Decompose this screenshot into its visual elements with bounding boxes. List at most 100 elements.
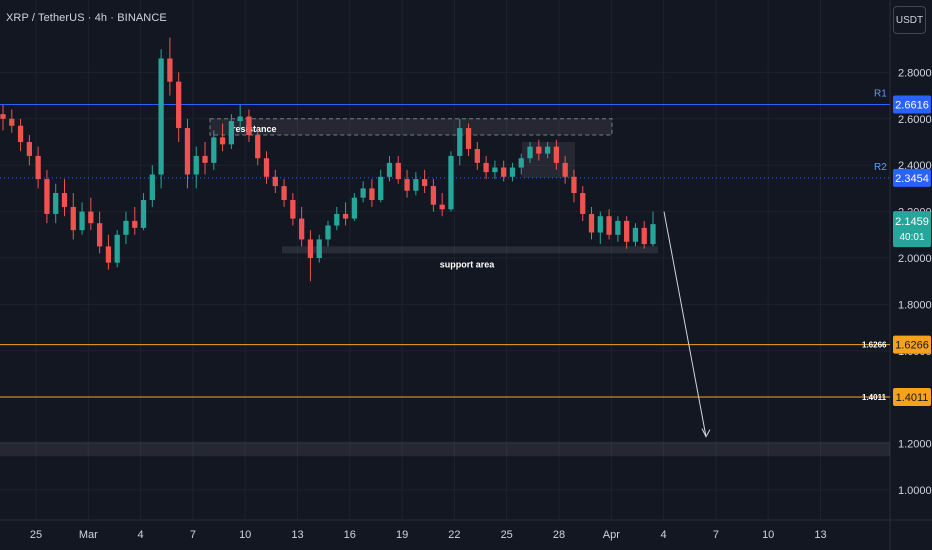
candle-body[interactable] (351, 197, 357, 219)
candlestick-series[interactable] (0, 37, 656, 282)
x-tick-label: Apr (603, 529, 620, 541)
candle-body[interactable] (527, 146, 533, 159)
level-price-badge (893, 95, 931, 114)
support-zone (282, 246, 658, 254)
candle-body[interactable] (26, 142, 32, 156)
candle-body[interactable] (44, 179, 50, 214)
candle-body[interactable] (421, 179, 428, 187)
x-tick-label: 4 (661, 529, 667, 541)
candle-body[interactable] (140, 200, 147, 228)
candle-body[interactable] (360, 188, 366, 198)
level-price-badge-text: 2.6616 (895, 100, 929, 112)
candle-body[interactable] (615, 220, 621, 235)
candle-body[interactable] (79, 211, 85, 231)
candle-body[interactable] (237, 116, 243, 122)
time-axis[interactable]: 25 Mar 4 7 10 13 16 19 22 25 28 Apr 4 7 10 13 (30, 529, 827, 541)
candle-body[interactable] (53, 193, 59, 214)
candle-body[interactable] (588, 213, 595, 233)
candle-body[interactable] (413, 179, 419, 191)
candle-body[interactable] (123, 220, 129, 235)
candle-body[interactable] (272, 176, 278, 187)
resistance-zone (209, 118, 613, 136)
candle-body[interactable] (228, 121, 235, 145)
x-tick-label: 7 (190, 529, 196, 541)
candle-body[interactable] (290, 200, 296, 219)
candle-body[interactable] (641, 227, 647, 245)
candle-body[interactable] (193, 155, 199, 175)
candle-body[interactable] (0, 114, 6, 119)
candle-body[interactable] (325, 225, 331, 240)
candle-body[interactable] (132, 220, 138, 228)
candle-body[interactable] (255, 135, 261, 159)
candle-body[interactable] (307, 239, 314, 258)
candle-body[interactable] (448, 155, 454, 210)
candle-body[interactable] (483, 162, 489, 173)
candle-body[interactable] (430, 186, 437, 205)
candle-body[interactable] (650, 224, 656, 245)
candle-body[interactable] (149, 174, 155, 200)
x-tick-label: 13 (291, 529, 303, 541)
candle-body[interactable] (70, 206, 76, 231)
candle-body[interactable] (96, 223, 103, 247)
x-tick-label: 10 (762, 529, 774, 541)
candle-body[interactable] (474, 148, 480, 163)
candle-body[interactable] (105, 246, 112, 263)
candle-body[interactable] (580, 193, 586, 214)
projection-arrowhead (701, 428, 711, 438)
price-axis[interactable]: 1.00001.20001.40001.60001.80002.00002.20… (898, 67, 932, 497)
candle-body[interactable] (184, 128, 191, 175)
x-tick-label: 7 (713, 529, 719, 541)
candle-body[interactable] (219, 137, 226, 145)
candle-body[interactable] (61, 193, 68, 207)
candle-body[interactable] (263, 158, 270, 177)
candle-body[interactable] (386, 162, 393, 177)
candle-body[interactable] (369, 188, 375, 200)
last-price-value: 2.1459 (895, 216, 929, 228)
candle-body[interactable] (158, 58, 164, 175)
projection-arrow (663, 211, 711, 438)
candle-body[interactable] (536, 146, 542, 154)
candle-body[interactable] (606, 216, 612, 235)
level-price-badge (893, 335, 931, 354)
candle-body[interactable] (299, 218, 305, 240)
candle-body[interactable] (395, 162, 401, 180)
candle-body[interactable] (316, 239, 322, 258)
candle-body[interactable] (114, 234, 120, 263)
candle-body[interactable] (176, 81, 182, 129)
candle-body[interactable] (35, 155, 41, 180)
candle-body[interactable] (457, 128, 463, 156)
candle-body[interactable] (404, 179, 410, 191)
candle-body[interactable] (202, 155, 208, 163)
candle-body[interactable] (571, 176, 577, 194)
candle-body[interactable] (632, 227, 639, 242)
candle-body[interactable] (501, 167, 507, 177)
candle-body[interactable] (17, 125, 24, 142)
level-price-badge-text: 1.4011 (896, 392, 929, 404)
candle-body[interactable] (509, 167, 516, 177)
candle-body[interactable] (246, 116, 252, 136)
currency-unit-button[interactable]: USDT (893, 6, 926, 34)
candle-body[interactable] (334, 213, 340, 226)
candle-body[interactable] (465, 128, 472, 149)
candle-body[interactable] (492, 167, 498, 173)
x-tick-label: 22 (448, 529, 460, 541)
candle-body[interactable] (378, 176, 384, 200)
candle-body[interactable] (88, 211, 94, 224)
candle-body[interactable] (342, 213, 349, 219)
candle-body[interactable] (597, 216, 603, 233)
candle-body[interactable] (624, 220, 630, 242)
symbol-header: XRP / TetherUS · 4h · BINANCE (6, 12, 167, 24)
candle-body[interactable] (167, 58, 173, 82)
candle-body[interactable] (211, 137, 217, 163)
candle-body[interactable] (9, 118, 15, 126)
candle-body[interactable] (562, 162, 568, 177)
candle-body[interactable] (439, 204, 445, 210)
candle-body[interactable] (281, 186, 287, 200)
x-tick-label: 19 (396, 529, 408, 541)
candle-body[interactable] (553, 146, 560, 163)
level-price-badge-text: 2.3454 (895, 173, 929, 185)
level-price-badge (893, 168, 931, 187)
candle-body[interactable] (518, 158, 524, 168)
candle-body[interactable] (544, 146, 551, 154)
